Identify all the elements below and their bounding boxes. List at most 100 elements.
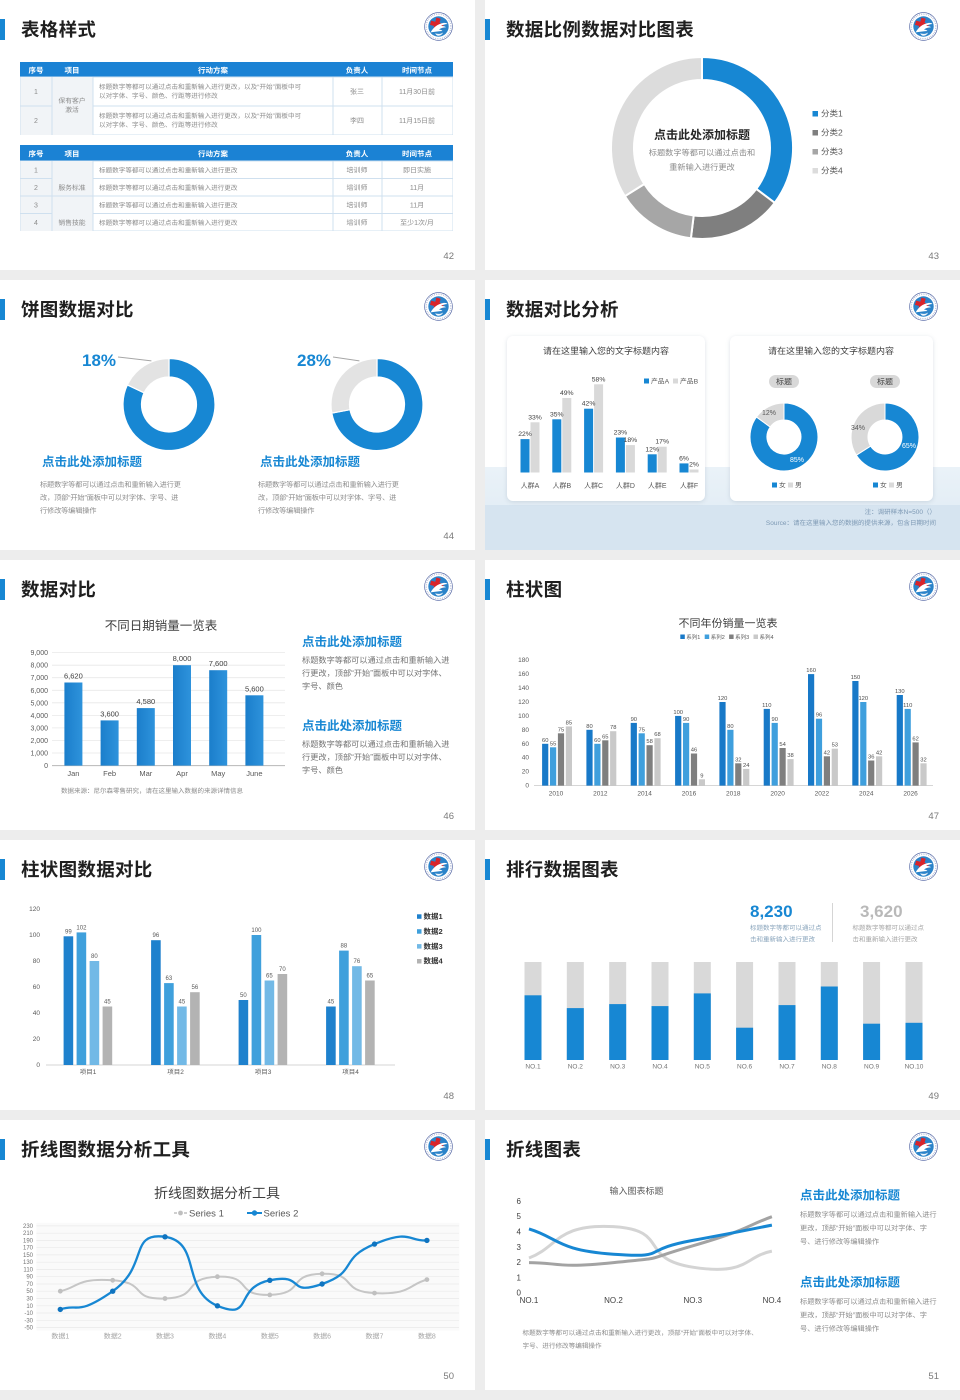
svg-text:系列4: 系列4 — [760, 634, 774, 641]
svg-text:150: 150 — [851, 675, 861, 681]
svg-text:项目2: 项目2 — [167, 1068, 184, 1076]
svg-text:6%: 6% — [679, 455, 689, 462]
svg-text:11月15日前: 11月15日前 — [399, 116, 435, 125]
svg-text:3: 3 — [34, 203, 38, 210]
svg-text:45: 45 — [179, 1000, 186, 1006]
svg-text:点击此处添加标题: 点击此处添加标题 — [302, 635, 403, 649]
svg-text:项目1: 项目1 — [80, 1068, 97, 1076]
svg-text:标题数字等都可以通过点击和重新输入进行更: 标题数字等都可以通过点击和重新输入进行更 — [40, 480, 181, 489]
svg-text:22%: 22% — [518, 431, 532, 438]
svg-text:12%: 12% — [645, 446, 659, 453]
svg-text:5,000: 5,000 — [30, 700, 48, 707]
svg-text:女: 女 — [880, 482, 887, 490]
svg-text:0: 0 — [517, 1289, 522, 1298]
svg-text:数据1: 数据1 — [51, 1333, 69, 1341]
svg-text:负责人: 负责人 — [346, 66, 369, 75]
svg-text:分类3: 分类3 — [821, 147, 843, 157]
svg-text:NO.3: NO.3 — [683, 1296, 702, 1305]
svg-text:2%: 2% — [689, 462, 699, 469]
svg-text:数据2: 数据2 — [104, 1333, 122, 1341]
svg-text:120: 120 — [718, 696, 728, 702]
svg-text:分类1: 分类1 — [821, 109, 843, 119]
svg-text:60: 60 — [522, 741, 530, 748]
svg-text:75: 75 — [638, 727, 644, 733]
svg-text:2: 2 — [517, 1258, 522, 1267]
svg-text:42%: 42% — [582, 401, 596, 408]
svg-text:数据2: 数据2 — [424, 927, 443, 936]
svg-text:90: 90 — [771, 717, 777, 723]
svg-text:击和重新输入进行更改: 击和重新输入进行更改 — [853, 936, 919, 944]
svg-text:系列2: 系列2 — [711, 634, 725, 641]
svg-text:170: 170 — [23, 1246, 34, 1252]
svg-text:人群A: 人群A — [521, 482, 540, 490]
svg-text:NO.6: NO.6 — [737, 1064, 753, 1071]
svg-text:Series 1: Series 1 — [189, 1209, 224, 1220]
svg-text:项目4: 项目4 — [342, 1068, 359, 1076]
svg-text:11月: 11月 — [410, 184, 424, 192]
svg-text:40: 40 — [33, 1010, 41, 1017]
svg-text:NO.2: NO.2 — [604, 1296, 623, 1305]
svg-text:点击此处添加标题: 点击此处添加标题 — [42, 455, 143, 469]
svg-text:注：调研样本N=500（）: 注：调研样本N=500（） — [865, 508, 936, 516]
svg-text:至少1次/月: 至少1次/月 — [400, 219, 434, 227]
svg-text:销售技能: 销售技能 — [58, 219, 85, 227]
svg-text:54: 54 — [779, 742, 786, 748]
svg-text:130: 130 — [895, 689, 905, 695]
svg-text:42: 42 — [876, 750, 882, 756]
svg-text:130: 130 — [23, 1260, 34, 1266]
svg-text:不同年份销量一览表: 不同年份销量一览表 — [679, 617, 778, 630]
svg-text:行更改，顶部“开始”面板中可以对字体、: 行更改，顶部“开始”面板中可以对字体、 — [302, 669, 447, 678]
svg-text:78: 78 — [610, 725, 616, 731]
svg-text:标题数字等都可以通过点击和重新输入进行更改: 标题数字等都可以通过点击和重新输入进行更改 — [99, 167, 238, 175]
svg-text:NO.4: NO.4 — [763, 1296, 782, 1305]
svg-text:100: 100 — [673, 710, 683, 716]
svg-text:标题数字等都可以通过点: 标题数字等都可以通过点 — [853, 924, 925, 932]
svg-text:90: 90 — [683, 717, 689, 723]
svg-text:120: 120 — [858, 696, 868, 702]
svg-text:55: 55 — [550, 741, 556, 747]
svg-text:60: 60 — [594, 738, 600, 744]
svg-text:6,620: 6,620 — [64, 672, 83, 681]
svg-text:180: 180 — [518, 657, 529, 664]
svg-text:NO.10: NO.10 — [905, 1064, 924, 1071]
svg-text:标题数字等都可以通过点击和重新输入进行: 标题数字等都可以通过点击和重新输入进行 — [800, 1210, 937, 1219]
svg-text:2016: 2016 — [682, 791, 697, 798]
svg-text:80: 80 — [33, 958, 41, 965]
svg-text:女: 女 — [779, 482, 786, 490]
svg-text:更改，顶部“开始”面板中可以对字体、字: 更改，顶部“开始”面板中可以对字体、字 — [800, 1311, 927, 1320]
svg-text:重新输入进行更改: 重新输入进行更改 — [669, 163, 735, 172]
svg-text:人群F: 人群F — [680, 482, 698, 490]
svg-text:系列1: 系列1 — [686, 634, 700, 641]
svg-text:张三: 张三 — [350, 88, 364, 96]
svg-text:2: 2 — [34, 118, 38, 125]
svg-text:32: 32 — [920, 757, 926, 763]
svg-text:42: 42 — [824, 750, 830, 756]
svg-text:46: 46 — [691, 748, 697, 754]
svg-text:140: 140 — [518, 685, 529, 692]
svg-text:58%: 58% — [592, 376, 606, 383]
svg-text:110: 110 — [23, 1268, 33, 1274]
svg-text:数据4: 数据4 — [208, 1333, 226, 1341]
svg-text:标题数字等都可以通过点击和重新输入进行: 标题数字等都可以通过点击和重新输入进行 — [800, 1297, 937, 1306]
svg-text:数据来源：尼尔森零售研究，请在这里输入数据的来源详情信息: 数据来源：尼尔森零售研究，请在这里输入数据的来源详情信息 — [61, 787, 244, 795]
svg-text:激活: 激活 — [65, 106, 79, 114]
svg-text:60: 60 — [33, 984, 41, 991]
svg-text:4,000: 4,000 — [30, 713, 48, 720]
svg-text:50: 50 — [240, 993, 247, 999]
svg-text:系列3: 系列3 — [735, 634, 749, 641]
svg-text:2014: 2014 — [637, 791, 652, 798]
svg-text:4: 4 — [517, 1228, 522, 1237]
svg-text:8,000: 8,000 — [173, 654, 192, 663]
svg-text:230: 230 — [23, 1224, 34, 1230]
svg-text:0: 0 — [44, 763, 48, 770]
svg-text:点击此处添加标题: 点击此处添加标题 — [302, 719, 403, 733]
svg-text:65: 65 — [602, 734, 608, 740]
svg-text:NO.9: NO.9 — [864, 1064, 880, 1071]
svg-text:58: 58 — [646, 739, 652, 745]
svg-text:62: 62 — [912, 736, 918, 742]
svg-text:96: 96 — [816, 713, 822, 719]
svg-text:人群B: 人群B — [552, 482, 571, 490]
svg-text:70: 70 — [26, 1282, 33, 1288]
svg-text:99: 99 — [65, 929, 72, 935]
svg-text:45: 45 — [104, 1000, 111, 1006]
